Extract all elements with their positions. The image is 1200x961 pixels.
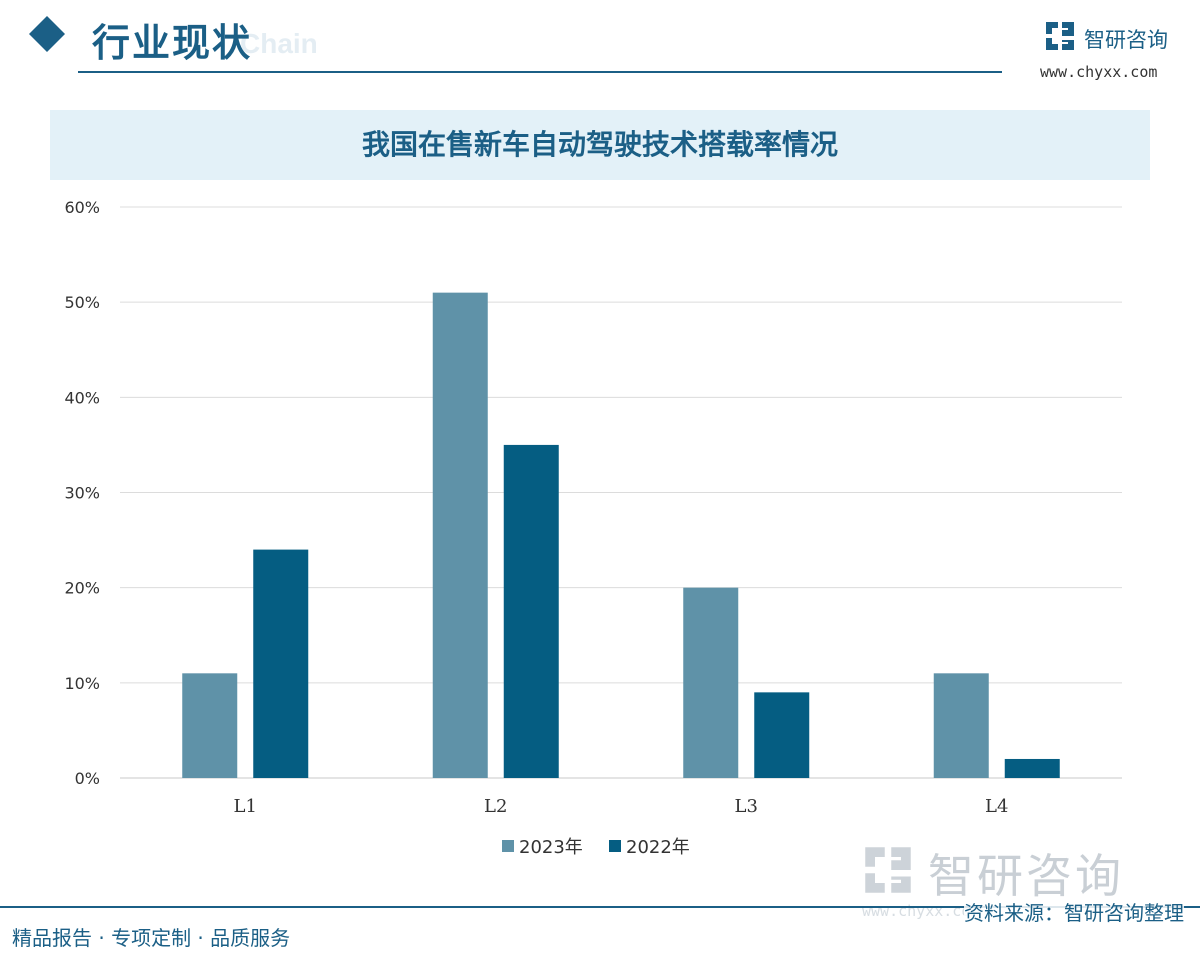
brand-url: www.chyxx.com [1040, 63, 1158, 81]
legend-swatch [609, 840, 621, 852]
y-tick-label: 30% [64, 484, 100, 503]
x-tick-label: L1 [234, 796, 257, 817]
legend-label: 2022年 [626, 837, 690, 858]
brand-watermark: 智研咨询 [862, 838, 1172, 904]
x-tick-label: L3 [735, 796, 758, 817]
legend-label: 2023年 [519, 837, 583, 858]
y-tick-label: 60% [64, 198, 100, 217]
bar-l3-series-a [683, 587, 739, 778]
header: Chain 行业现状 智研咨询 www.chyxx.com [0, 0, 1200, 100]
brand-logo-icon [1046, 22, 1074, 50]
header-watermark: Chain [240, 28, 318, 59]
x-tick-label: L2 [484, 796, 507, 817]
watermark-brand-text: 智研咨询 [928, 849, 1124, 903]
watermark-url: www.chyxx.com [862, 902, 980, 920]
bar-l4-series-b [1004, 758, 1060, 778]
x-tick-label: L4 [985, 796, 1008, 817]
brand-name: 智研咨询 [1084, 28, 1168, 52]
bar-l4-series-a [933, 673, 989, 778]
y-tick-label: 10% [64, 674, 100, 693]
data-source: 资料来源：智研咨询整理 [964, 897, 1184, 926]
y-tick-label: 20% [64, 579, 100, 598]
bar-l1-series-b [253, 549, 309, 778]
section-title: 行业现状 [92, 21, 253, 65]
bar-l2-series-a [432, 292, 488, 778]
legend-swatch [502, 840, 514, 852]
diamond-icon [29, 16, 65, 52]
bar-chart: 0% 10% 20% 30% 40% 50% 60% L1 L2 L3 L4 2023年 2022年 [64, 198, 1122, 858]
y-tick-label: 0% [75, 769, 100, 788]
y-tick-label: 50% [64, 293, 100, 312]
watermark-logo-icon [865, 847, 911, 893]
bar-l2-series-b [503, 444, 559, 778]
header-divider [78, 71, 1002, 73]
footer-divider [0, 906, 1200, 908]
y-tick-label: 40% [64, 388, 100, 407]
chart-title: 我国在售新车自动驾驶技术搭载率情况 [361, 128, 838, 161]
chart-title-band: 我国在售新车自动驾驶技术搭载率情况 [50, 110, 1150, 180]
bar-l1-series-a [182, 673, 238, 778]
footer-slogan: 精品报告 · 专项定制 · 品质服务 [12, 926, 291, 950]
bar-l3-series-b [754, 692, 810, 778]
